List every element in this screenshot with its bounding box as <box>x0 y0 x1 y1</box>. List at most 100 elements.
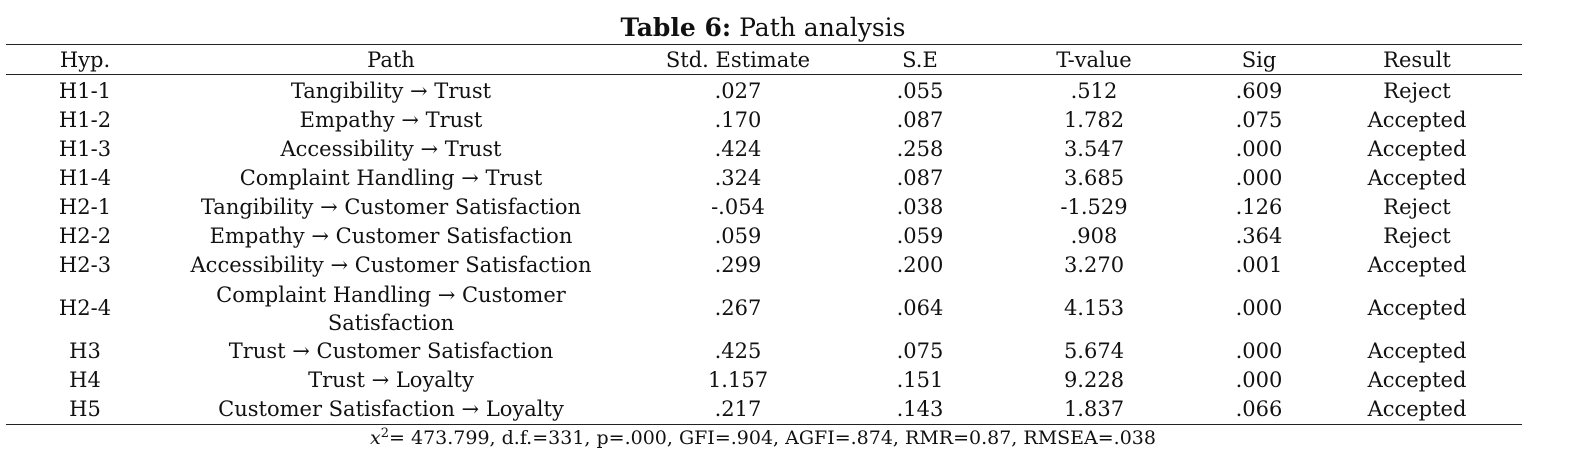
cell-t-value: 5.674 <box>1063 339 1125 363</box>
cell-se: .075 <box>896 339 944 363</box>
cell-path: Trust → Loyalty <box>308 368 474 392</box>
cell-estimate: .299 <box>714 253 762 277</box>
cell-estimate: -.054 <box>711 195 765 219</box>
table-row: H4 Trust → Loyalty 1.157 .151 9.228 .000… <box>6 366 1522 395</box>
cell-hyp: H1-1 <box>58 79 112 103</box>
table-row: H1-2 Empathy → Trust .170 .087 1.782 .07… <box>6 106 1522 135</box>
cell-result: Accepted <box>1367 253 1467 277</box>
table-row: H2-4 Complaint Handling → Customer Satis… <box>6 280 1522 337</box>
table-row: H3 Trust → Customer Satisfaction .425 .0… <box>6 337 1522 366</box>
cell-t-value: 9.228 <box>1063 368 1125 392</box>
cell-t-value: 1.837 <box>1063 397 1125 421</box>
cell-t-value: 3.270 <box>1063 253 1125 277</box>
cell-path: Tangibility → Trust <box>290 79 492 103</box>
table-row: H2-2 Empathy → Customer Satisfaction .05… <box>6 222 1522 251</box>
cell-estimate: .027 <box>714 79 762 103</box>
cell-sig: .126 <box>1235 195 1283 219</box>
bottom-rule <box>6 424 1522 425</box>
cell-hyp: H5 <box>69 397 101 421</box>
cell-t-value: .512 <box>1070 79 1118 103</box>
cell-hyp: H1-2 <box>58 108 112 132</box>
table-caption: Table 6: Path analysis <box>0 12 1526 44</box>
cell-estimate: .217 <box>714 397 762 421</box>
cell-result: Reject <box>1383 224 1451 248</box>
cell-sig: .000 <box>1235 166 1283 190</box>
cell-sig: .364 <box>1235 224 1283 248</box>
cell-t-value: 4.153 <box>1063 296 1125 320</box>
cell-path: Accessibility → Trust <box>280 137 502 161</box>
cell-result: Accepted <box>1367 108 1467 132</box>
path-analysis-table: H1-1 Tangibility → Trust .027 .055 .512 … <box>6 77 1522 424</box>
cell-t-value: 1.782 <box>1063 108 1125 132</box>
table-row: H1-1 Tangibility → Trust .027 .055 .512 … <box>6 77 1522 106</box>
cell-hyp: H2-3 <box>58 253 112 277</box>
cell-sig: .000 <box>1235 368 1283 392</box>
cell-path: Complaint Handling → Trust <box>239 166 543 190</box>
cell-t-value: 3.685 <box>1063 166 1125 190</box>
cell-sig: .075 <box>1235 108 1283 132</box>
cell-estimate: .170 <box>714 108 762 132</box>
col-header-result: Result <box>1383 48 1451 72</box>
cell-result: Accepted <box>1367 339 1467 363</box>
col-header-std-estimate: Std. Estimate <box>665 48 811 72</box>
cell-estimate: .324 <box>714 166 762 190</box>
cell-result: Accepted <box>1367 368 1467 392</box>
cell-hyp: H1-4 <box>58 166 112 190</box>
cell-path: Empathy → Customer Satisfaction <box>209 224 573 248</box>
cell-hyp: H3 <box>69 339 101 363</box>
table-row: H1-4 Complaint Handling → Trust .324 .08… <box>6 164 1522 193</box>
cell-result: Accepted <box>1367 166 1467 190</box>
cell-estimate: 1.157 <box>707 368 769 392</box>
table-row: H2-1 Tangibility → Customer Satisfaction… <box>6 193 1522 222</box>
cell-hyp: H4 <box>69 368 101 392</box>
cell-path-wrapper: Complaint Handling → Customer Satisfacti… <box>164 280 618 337</box>
cell-hyp: H1-3 <box>58 137 112 161</box>
cell-estimate: .059 <box>714 224 762 248</box>
cell-result: Reject <box>1383 79 1451 103</box>
cell-se: .038 <box>896 195 944 219</box>
cell-hyp: H2-1 <box>58 195 112 219</box>
cell-se: .143 <box>896 397 944 421</box>
col-header-t-value: T-value <box>1056 48 1132 72</box>
cell-estimate: .424 <box>714 137 762 161</box>
top-rule <box>6 44 1522 45</box>
col-header-se: S.E <box>902 48 938 72</box>
cell-path: Trust → Customer Satisfaction <box>228 339 554 363</box>
cell-path: Accessibility → Customer Satisfaction <box>190 253 592 277</box>
cell-path: Customer Satisfaction → Loyalty <box>218 397 564 421</box>
cell-se: .059 <box>896 224 944 248</box>
table-title: Path analysis <box>739 13 906 42</box>
fit-statistics-note: x2= 473.799, d.f.=331, p=.000, GFI=.904,… <box>0 426 1526 450</box>
col-header-sig: Sig <box>1241 48 1277 72</box>
cell-estimate: .267 <box>714 296 762 320</box>
header-rule <box>6 74 1522 75</box>
table-row: H5 Customer Satisfaction → Loyalty .217 … <box>6 395 1522 424</box>
chi-square-power: 2 <box>380 426 390 441</box>
cell-result: Accepted <box>1367 397 1467 421</box>
cell-estimate: .425 <box>714 339 762 363</box>
cell-se: .087 <box>896 108 944 132</box>
cell-sig: .000 <box>1235 339 1283 363</box>
cell-path: Tangibility → Customer Satisfaction <box>200 195 582 219</box>
table-body: H1-1 Tangibility → Trust .027 .055 .512 … <box>6 77 1522 424</box>
table-number: Table 6: <box>620 13 732 42</box>
cell-se: .151 <box>896 368 944 392</box>
cell-path: Complaint Handling → Customer Satisfacti… <box>216 282 566 335</box>
cell-sig: .066 <box>1235 397 1283 421</box>
cell-t-value: -1.529 <box>1060 195 1128 219</box>
cell-se: .055 <box>896 79 944 103</box>
cell-result: Accepted <box>1367 137 1467 161</box>
cell-t-value: .908 <box>1070 224 1118 248</box>
cell-hyp: H2-4 <box>58 296 112 320</box>
chi-square-symbol: x <box>370 427 381 449</box>
cell-se: .200 <box>896 253 944 277</box>
cell-sig: .000 <box>1235 137 1283 161</box>
col-header-hyp: Hyp. <box>59 48 111 72</box>
cell-sig: .000 <box>1235 296 1283 320</box>
cell-result: Reject <box>1383 195 1451 219</box>
cell-sig: .001 <box>1235 253 1283 277</box>
table-row: H2-3 Accessibility → Customer Satisfacti… <box>6 251 1522 280</box>
header-row: Hyp. Path Std. Estimate S.E T-value Sig … <box>6 46 1522 75</box>
cell-se: .258 <box>896 137 944 161</box>
cell-hyp: H2-2 <box>58 224 112 248</box>
